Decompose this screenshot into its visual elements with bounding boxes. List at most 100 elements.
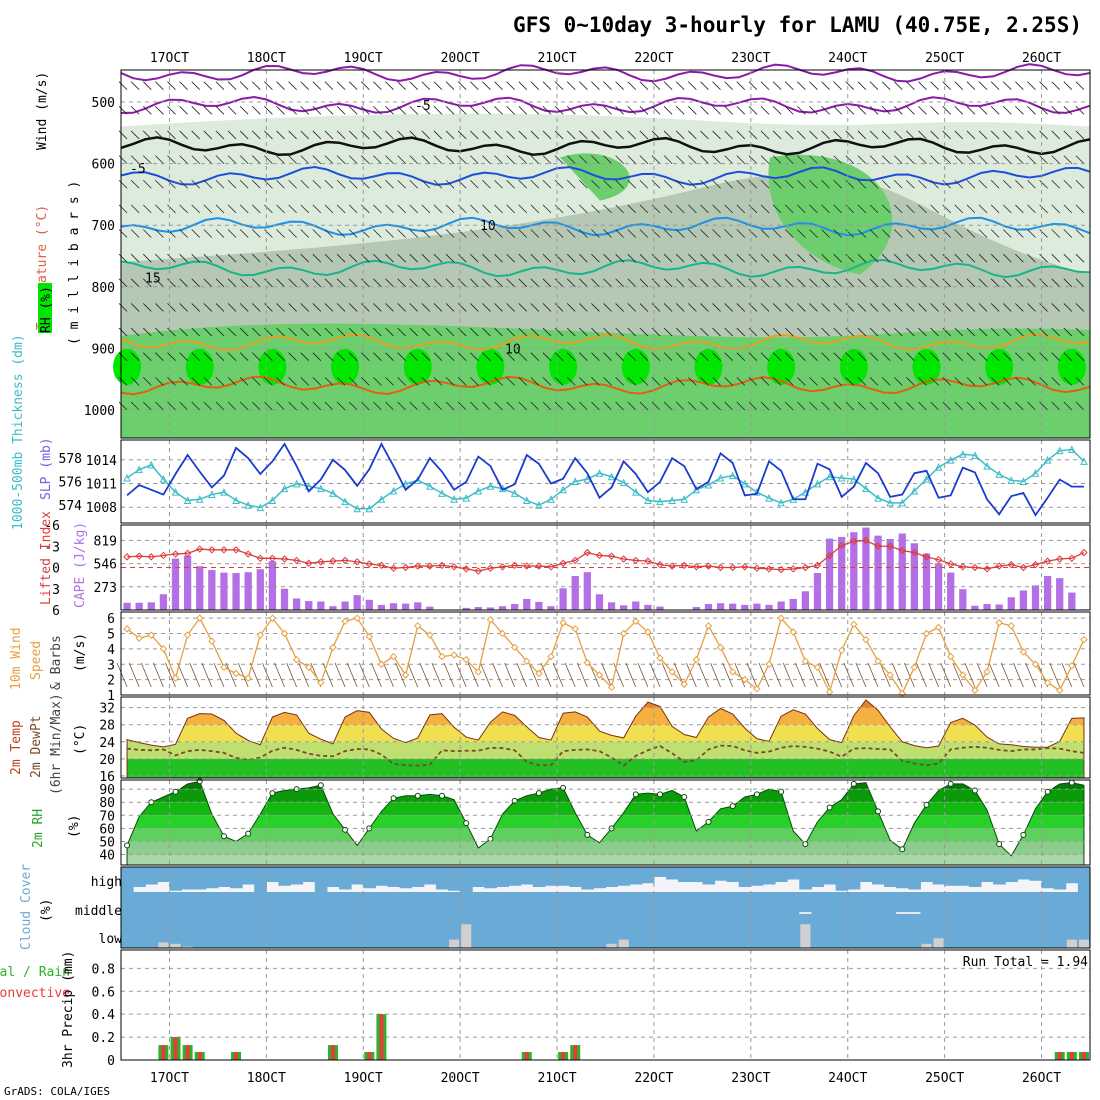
- cape-bar: [1068, 592, 1076, 610]
- wind-barb: [506, 303, 515, 312]
- wind10-barb: [794, 662, 806, 688]
- wind-barb: [191, 352, 201, 362]
- precip-conv-bar: [1069, 1051, 1074, 1060]
- wind-barb: [336, 401, 346, 411]
- wind-barb: [663, 155, 673, 164]
- wind-barb: [930, 155, 939, 164]
- wind-barb: [1051, 204, 1061, 214]
- wind-barb: [639, 377, 649, 386]
- wind-barb: [579, 155, 588, 164]
- wind-barb: [300, 81, 310, 90]
- cloud-high-bar: [799, 867, 812, 890]
- thickness-point: [656, 497, 664, 506]
- cape-bar: [910, 543, 919, 610]
- thickness-point: [825, 472, 834, 481]
- wind-barb: [906, 327, 915, 337]
- wind-barb: [542, 229, 552, 238]
- wind-barb: [1075, 106, 1085, 115]
- wind-barb: [203, 303, 213, 312]
- li-point: [474, 567, 483, 575]
- wind-barb: [954, 377, 964, 386]
- thickness-point: [886, 498, 894, 507]
- wind-barb: [1039, 106, 1048, 115]
- wind-tick-label: 3: [107, 658, 115, 673]
- wind-barb: [155, 106, 164, 115]
- wind-barb: [518, 278, 528, 288]
- wind-barb: [797, 327, 806, 337]
- wind-barb: [1051, 352, 1061, 362]
- isotherm-label: -5: [130, 162, 146, 177]
- wind-barb: [215, 179, 225, 189]
- wind-barb: [833, 278, 842, 288]
- cape-bar: [801, 591, 809, 610]
- wind-barb: [954, 155, 964, 164]
- wind-barb: [385, 229, 394, 238]
- wind-barb: [409, 229, 419, 238]
- wind-barb: [1002, 229, 1012, 238]
- thickness-point: [740, 479, 749, 488]
- wind-barb: [797, 401, 806, 411]
- wind-barb: [893, 81, 903, 90]
- wind-barb: [627, 229, 637, 238]
- wind-barb: [651, 377, 661, 386]
- li-point: [256, 554, 265, 562]
- wind-barb: [942, 303, 951, 312]
- x-tick-label: 21OCT: [537, 51, 576, 66]
- label-li: Lifted Index: [39, 511, 54, 605]
- cloud-high-bar: [157, 867, 170, 882]
- wind-barb: [155, 303, 164, 312]
- wind10-barb: [722, 662, 734, 688]
- x-tick-label: 21OCT: [537, 1071, 576, 1086]
- wind-barb: [1075, 401, 1085, 411]
- li-point: [208, 546, 216, 554]
- wind-barb: [215, 204, 225, 214]
- wind-barb: [1051, 130, 1061, 140]
- wind-barb: [361, 401, 370, 411]
- li-point: [753, 564, 761, 572]
- wind-barb: [736, 204, 746, 214]
- li-point: [741, 563, 749, 571]
- wind10-barb: [322, 662, 334, 688]
- cloud-high-bar: [472, 867, 485, 887]
- wind-barb: [397, 377, 406, 386]
- wind10-barb: [407, 662, 419, 688]
- wind-barb: [264, 81, 273, 90]
- wind-barb: [1002, 327, 1012, 337]
- wind-barb: [736, 81, 746, 90]
- wind-barb: [772, 130, 782, 140]
- wind10-barb: [455, 662, 467, 688]
- wind-barb: [942, 204, 951, 214]
- wind-barb: [252, 106, 261, 115]
- cloud-high-bar: [1029, 867, 1043, 881]
- wind-barb: [554, 377, 564, 386]
- label-temp2m-c: (6hr Min/Max): [49, 693, 64, 795]
- wind-barb: [918, 81, 927, 90]
- wind-barb: [542, 204, 552, 214]
- wind-barb: [591, 106, 600, 115]
- wind-barb: [252, 130, 261, 140]
- wind-barb: [118, 179, 128, 189]
- wind-barb: [990, 155, 1000, 164]
- wind-barb: [627, 179, 637, 189]
- isotherm-label: 10: [480, 219, 496, 234]
- wind-barb: [470, 377, 479, 386]
- wind-barb: [288, 229, 297, 238]
- wind-barb: [554, 155, 564, 164]
- wind-barb: [688, 155, 697, 164]
- wind-barb: [833, 179, 842, 189]
- wind10-point: [232, 669, 240, 678]
- wind-barb: [724, 278, 733, 288]
- wind-barb: [409, 327, 419, 337]
- wind10-point: [850, 620, 858, 629]
- wind-barb: [1075, 327, 1085, 337]
- wind-barb: [566, 377, 576, 386]
- wind-barb: [288, 130, 297, 140]
- cloud-high-bar: [1077, 867, 1091, 892]
- wind10-point: [632, 617, 640, 625]
- cape-bar: [583, 572, 591, 610]
- wind-barb: [881, 401, 891, 411]
- wind-barb: [688, 130, 697, 140]
- wind-barb: [312, 155, 322, 164]
- thickness-point: [195, 495, 204, 503]
